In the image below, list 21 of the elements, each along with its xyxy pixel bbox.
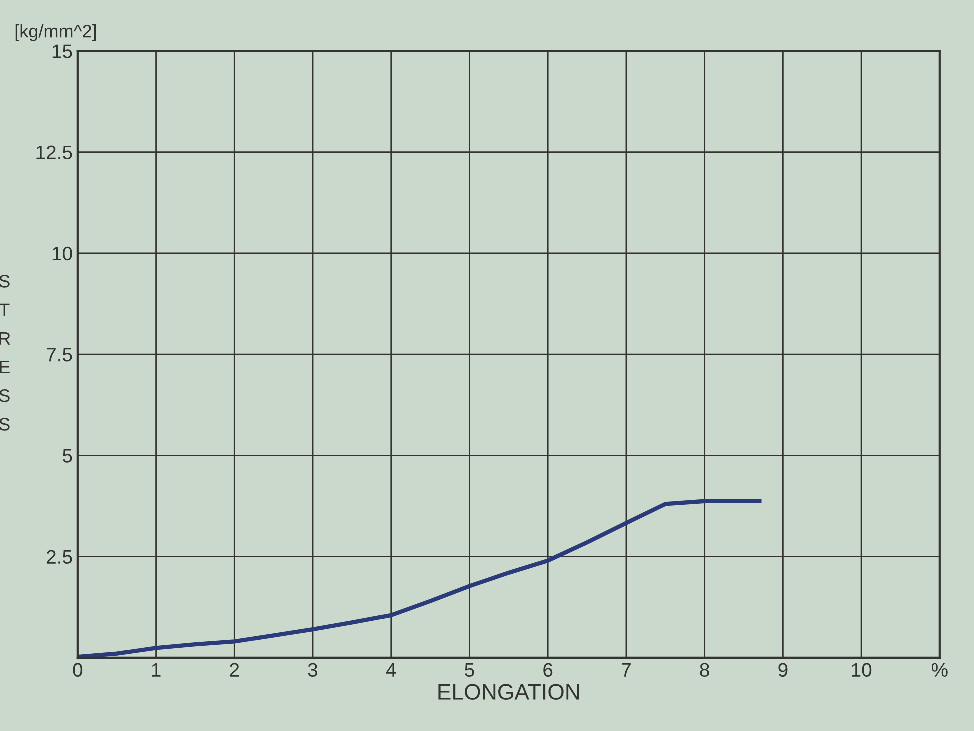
x-tick-label: 7: [622, 663, 631, 677]
x-tick-label: 1: [152, 663, 161, 677]
y-tick-label: 10: [52, 246, 72, 261]
x-tick-label: 0: [73, 663, 83, 678]
x-tick-label: 3: [308, 663, 318, 678]
x-tick-label: %: [932, 663, 948, 677]
x-tick-label: 6: [544, 663, 553, 678]
y-tick-label: 15: [52, 44, 72, 58]
x-tick-label: 2: [230, 663, 240, 677]
x-tick-label: 8: [700, 663, 710, 678]
x-axis-title: ELONGATION: [438, 684, 580, 700]
y-tick-label: 2.5: [47, 550, 72, 564]
text: [kg/mm^2]: [16, 24, 96, 42]
y-tick-label: 5: [63, 449, 72, 463]
y-tick-label: 12.5: [36, 146, 72, 160]
x-tick-label: 5: [465, 663, 474, 678]
x-tick-label: 9: [778, 663, 788, 678]
line-series: [78, 499, 762, 658]
y-tick-label: 7.5: [47, 348, 72, 362]
x-tick-label: 4: [386, 663, 396, 677]
x-tick-label: 10: [852, 663, 872, 678]
